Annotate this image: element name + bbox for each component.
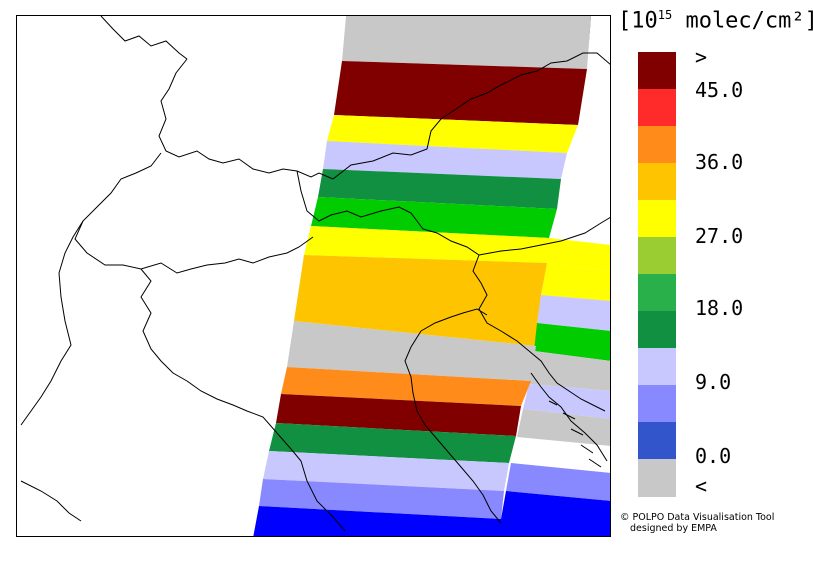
colorbar-swatch <box>638 311 676 349</box>
credit-line-1: © POLPO Data Visualisation Tool <box>620 512 775 523</box>
swath-row <box>523 384 610 419</box>
colorbar-swatch <box>638 348 676 386</box>
colorbar-label: < <box>695 474 708 498</box>
swath-row <box>259 479 504 519</box>
swath-row <box>281 367 531 406</box>
swath-row <box>287 321 536 381</box>
unit-exponent: 15 <box>657 8 673 22</box>
colorbar-label: > <box>695 45 708 69</box>
credit-line-2: designed by EMPA <box>630 523 717 534</box>
colorbar <box>638 52 676 497</box>
coastline-islands <box>548 400 602 468</box>
unit-title: [1015 molec/cm²] <box>618 8 813 33</box>
swath-row <box>537 295 610 331</box>
swath-row <box>323 141 567 179</box>
swath-row <box>304 226 610 271</box>
colorbar-swatch <box>638 163 676 201</box>
swath-row <box>327 115 578 153</box>
colorbar-swatch <box>638 385 676 423</box>
colorbar-swatch <box>638 459 676 497</box>
colorbar-swatch <box>638 237 676 275</box>
swath-row <box>529 351 610 391</box>
colorbar-label: 18.0 <box>695 296 744 320</box>
swath-row <box>253 506 501 536</box>
colorbar-label: 36.0 <box>695 150 744 174</box>
swath-row <box>541 263 610 301</box>
swath-row <box>506 463 610 501</box>
swath-row <box>294 255 547 346</box>
map-canvas <box>20 16 610 536</box>
colorbar-swatch <box>638 126 676 164</box>
colorbar-swatch <box>638 274 676 312</box>
colorbar-label: 27.0 <box>695 224 744 248</box>
swath-row <box>311 197 557 238</box>
swath-row <box>501 491 610 536</box>
swath-row <box>534 323 610 361</box>
unit-base: [10 <box>618 8 658 34</box>
swath-row <box>269 423 516 463</box>
swath-row <box>517 409 610 446</box>
colorbar-label: 45.0 <box>695 78 744 102</box>
colorbar-swatch <box>638 200 676 238</box>
satellite-swath <box>253 16 610 536</box>
credit: © POLPO Data Visualisation Tool designed… <box>620 512 774 534</box>
swath-row <box>334 61 587 125</box>
swath-row <box>342 16 591 69</box>
colorbar-swatch <box>638 422 676 460</box>
colorbar-swatch <box>638 89 676 127</box>
swath-row <box>263 451 509 491</box>
map-frame <box>16 15 611 537</box>
colorbar-swatch <box>638 52 676 90</box>
swath-row <box>318 169 561 209</box>
swath-row <box>276 394 521 436</box>
colorbar-label: 9.0 <box>695 370 732 394</box>
colorbar-label: 0.0 <box>695 444 732 468</box>
unit-rest: molec/cm²] <box>672 8 813 34</box>
